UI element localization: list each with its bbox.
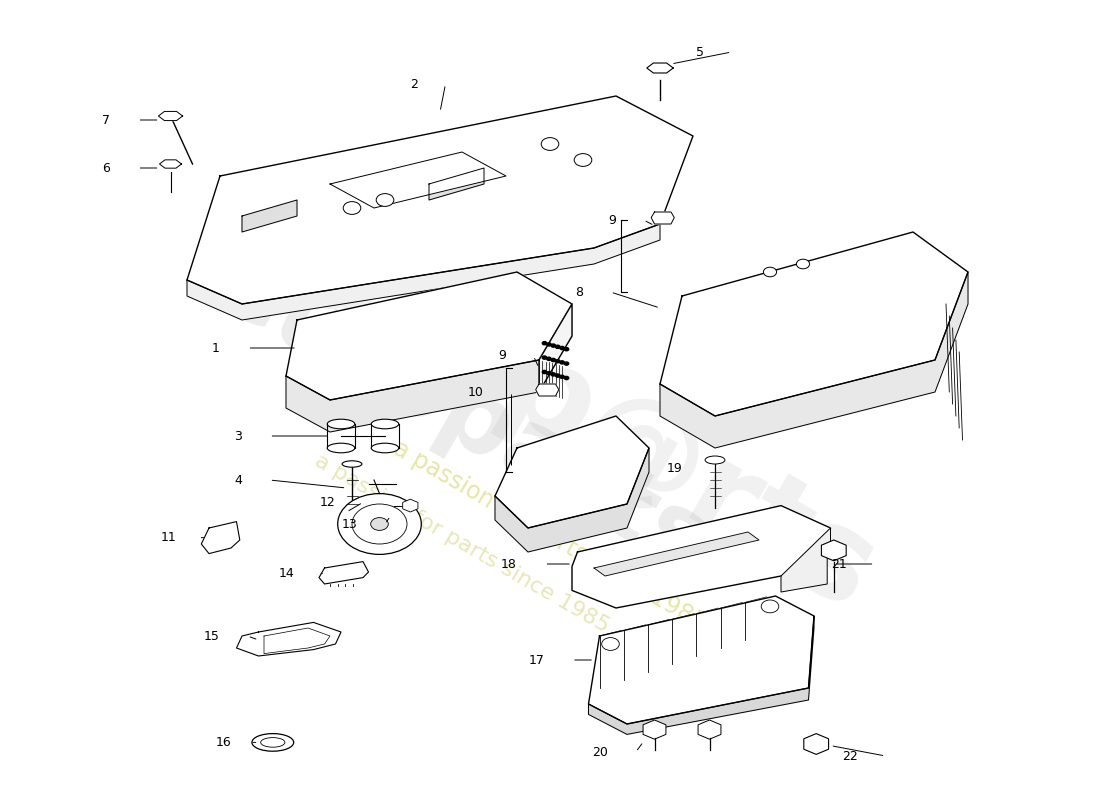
Circle shape xyxy=(551,358,556,362)
Text: 22: 22 xyxy=(843,750,858,762)
Text: 1: 1 xyxy=(212,342,220,354)
Text: europ@rts: europ@rts xyxy=(204,165,896,635)
Text: 19: 19 xyxy=(667,462,682,474)
Text: 17: 17 xyxy=(529,654,544,666)
Circle shape xyxy=(564,362,569,365)
Circle shape xyxy=(556,345,560,348)
Circle shape xyxy=(796,259,810,269)
Text: 15: 15 xyxy=(205,630,220,642)
Ellipse shape xyxy=(342,461,362,467)
Polygon shape xyxy=(330,152,506,208)
Polygon shape xyxy=(536,384,559,396)
Polygon shape xyxy=(187,96,693,304)
Text: 3: 3 xyxy=(234,430,242,442)
Circle shape xyxy=(564,376,569,379)
Circle shape xyxy=(560,361,564,364)
Text: 18: 18 xyxy=(502,558,517,570)
Text: 21: 21 xyxy=(832,558,847,570)
Polygon shape xyxy=(286,272,572,400)
Polygon shape xyxy=(495,416,649,528)
Text: 9: 9 xyxy=(608,214,616,226)
Polygon shape xyxy=(286,304,572,432)
Circle shape xyxy=(763,267,777,277)
Circle shape xyxy=(560,375,564,378)
Circle shape xyxy=(574,154,592,166)
Circle shape xyxy=(547,342,551,346)
Text: 7: 7 xyxy=(102,114,110,126)
Text: 4: 4 xyxy=(234,474,242,486)
Text: 14: 14 xyxy=(279,567,295,580)
Polygon shape xyxy=(242,200,297,232)
Circle shape xyxy=(542,356,547,359)
Circle shape xyxy=(560,346,564,350)
Polygon shape xyxy=(572,506,830,608)
Circle shape xyxy=(547,357,551,360)
Polygon shape xyxy=(158,111,183,121)
Text: 9: 9 xyxy=(498,350,506,362)
Polygon shape xyxy=(651,212,674,224)
Circle shape xyxy=(352,504,407,544)
Polygon shape xyxy=(781,528,830,592)
Text: a passion for parts since 1985: a passion for parts since 1985 xyxy=(311,451,613,637)
Ellipse shape xyxy=(372,443,398,453)
Circle shape xyxy=(542,342,547,345)
Text: 11: 11 xyxy=(161,531,176,544)
Polygon shape xyxy=(660,272,968,448)
Text: 16: 16 xyxy=(216,736,231,749)
Ellipse shape xyxy=(252,734,294,751)
Circle shape xyxy=(551,373,556,376)
Polygon shape xyxy=(539,304,572,392)
Polygon shape xyxy=(160,160,182,168)
Ellipse shape xyxy=(705,456,725,464)
Circle shape xyxy=(371,518,388,530)
Text: a passion for parts since 1985: a passion for parts since 1985 xyxy=(389,436,711,636)
Text: 5: 5 xyxy=(696,46,704,58)
Text: 12: 12 xyxy=(320,496,336,509)
Polygon shape xyxy=(187,224,660,320)
Polygon shape xyxy=(236,622,341,656)
Polygon shape xyxy=(647,63,673,73)
Text: 8: 8 xyxy=(575,286,583,298)
Polygon shape xyxy=(429,168,484,200)
Circle shape xyxy=(542,370,547,374)
Circle shape xyxy=(541,138,559,150)
Polygon shape xyxy=(588,616,814,734)
Text: 6: 6 xyxy=(102,162,110,174)
Circle shape xyxy=(547,371,551,374)
Polygon shape xyxy=(319,562,369,584)
Ellipse shape xyxy=(261,738,285,747)
Polygon shape xyxy=(495,448,649,552)
Ellipse shape xyxy=(328,419,354,429)
Polygon shape xyxy=(660,232,968,416)
Circle shape xyxy=(556,374,560,377)
Circle shape xyxy=(338,494,421,554)
Text: 20: 20 xyxy=(593,746,608,758)
Polygon shape xyxy=(588,596,814,724)
Circle shape xyxy=(761,600,779,613)
Circle shape xyxy=(376,194,394,206)
Ellipse shape xyxy=(372,419,398,429)
Polygon shape xyxy=(594,532,759,576)
Circle shape xyxy=(602,638,619,650)
Circle shape xyxy=(551,344,556,347)
Circle shape xyxy=(343,202,361,214)
Ellipse shape xyxy=(328,443,354,453)
Circle shape xyxy=(556,359,560,362)
Text: 2: 2 xyxy=(410,78,418,90)
Circle shape xyxy=(564,347,569,350)
Text: 13: 13 xyxy=(342,518,358,530)
Text: 10: 10 xyxy=(469,386,484,398)
Polygon shape xyxy=(201,522,240,554)
Text: europarts: europarts xyxy=(198,236,726,596)
